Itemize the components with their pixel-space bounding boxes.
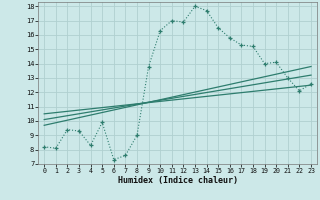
X-axis label: Humidex (Indice chaleur): Humidex (Indice chaleur) xyxy=(118,176,238,185)
